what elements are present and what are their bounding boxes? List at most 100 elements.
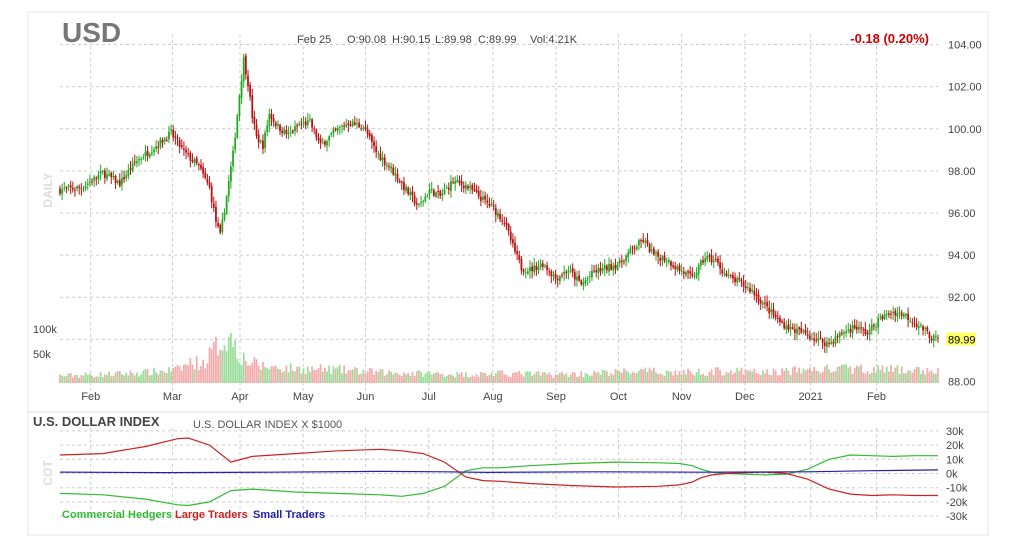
candle-body — [691, 273, 694, 276]
volume-bar — [366, 371, 369, 383]
volume-bar — [309, 371, 311, 383]
candle-body — [67, 185, 70, 187]
volume-bar — [913, 369, 916, 383]
volume-bar — [580, 371, 583, 383]
candle-body — [620, 260, 623, 262]
volume-bar — [84, 372, 87, 383]
volume-bar — [930, 370, 933, 383]
volume-bar — [595, 372, 598, 383]
candle-body — [905, 313, 907, 316]
volume-bar — [185, 364, 187, 383]
volume-bar — [717, 367, 719, 383]
candle-body — [826, 341, 828, 347]
candle-body — [667, 260, 670, 263]
candle-body — [291, 130, 294, 133]
candle-body — [377, 153, 380, 155]
candlesticks — [59, 53, 939, 354]
volume-bar — [902, 373, 905, 383]
price-x-tick: Feb — [867, 391, 886, 403]
candle-body — [915, 324, 918, 327]
candle-body — [206, 178, 209, 183]
volume-bar — [210, 349, 213, 383]
volume-bar — [644, 367, 647, 383]
volume-bar — [798, 367, 801, 383]
volume-bar — [373, 374, 375, 383]
candle-body — [806, 334, 809, 336]
volume-bar — [631, 371, 634, 383]
volume-bar — [392, 374, 395, 383]
candle-body — [920, 324, 922, 326]
candle-body — [313, 128, 316, 130]
candle-body — [616, 265, 619, 270]
candle-body — [830, 341, 833, 344]
candle-body — [467, 186, 469, 189]
candle-body — [599, 268, 602, 272]
candle-body — [255, 124, 258, 136]
candle-body — [479, 196, 482, 201]
candle-body — [552, 275, 555, 277]
candle-body — [802, 330, 805, 332]
candle-body — [381, 157, 384, 161]
volume-bar — [343, 365, 345, 383]
volume-bar — [650, 370, 653, 383]
volume-bar — [663, 375, 666, 383]
candle-body — [247, 75, 249, 86]
volume-bar — [802, 368, 805, 383]
candle-body — [475, 189, 478, 192]
candle-body — [892, 311, 895, 314]
price-y-tick: 96.00 — [948, 208, 976, 220]
candle-body — [717, 258, 719, 263]
candle-body — [101, 171, 104, 173]
volume-bar — [811, 371, 813, 383]
volume-bar — [695, 372, 698, 383]
volume-bar — [868, 374, 871, 383]
volume-bar — [101, 377, 104, 383]
volume-bar — [635, 373, 638, 383]
candle-body — [522, 269, 525, 272]
volume-bar — [300, 373, 303, 383]
candle-body — [103, 170, 106, 178]
volume-bar — [682, 370, 685, 383]
candle-body — [680, 270, 683, 272]
cot-panel: 30k 20k 10k 0k -10k -20k -30k U.S. DOLLAR INDE… — [28, 411, 988, 523]
candle-body — [482, 196, 484, 200]
candle-body — [911, 322, 914, 324]
candle-body — [379, 153, 382, 161]
candle-body — [338, 127, 341, 128]
price-y-tick: 98.00 — [948, 166, 976, 178]
candle-body — [368, 133, 371, 137]
volume-bar — [306, 366, 309, 383]
volume-bar — [144, 369, 147, 383]
candle-body — [300, 123, 303, 125]
volume-bar — [892, 371, 895, 383]
volume-bar — [180, 370, 183, 383]
volume-bar — [578, 376, 580, 383]
volume-bar — [766, 369, 768, 383]
volume-bar — [99, 371, 102, 383]
volume-bar — [91, 375, 93, 383]
volume-bar — [362, 369, 365, 383]
volume-bar — [618, 371, 621, 383]
candle-body — [494, 207, 497, 216]
candle-body — [815, 339, 818, 341]
volume-bar — [734, 372, 736, 383]
price-x-tick: Jun — [357, 391, 375, 403]
candle-body — [798, 327, 801, 330]
volume-bar — [289, 363, 292, 383]
candle-body — [644, 240, 647, 243]
volume-bar — [567, 376, 570, 383]
candle-body — [189, 153, 192, 161]
volume-bar — [879, 370, 882, 383]
daily-label: DAILY — [41, 173, 55, 208]
candle-body — [180, 145, 183, 148]
volume-bar — [606, 371, 608, 383]
volume-bar — [531, 375, 533, 383]
candle-body — [520, 259, 523, 271]
candle-body — [161, 140, 164, 143]
volume-bar — [661, 374, 664, 383]
volume-bar — [565, 373, 568, 383]
volume-bar — [881, 365, 884, 383]
volume-bar — [349, 370, 352, 383]
volume-bar — [110, 376, 113, 383]
commercial-hedgers-line — [59, 454, 938, 507]
